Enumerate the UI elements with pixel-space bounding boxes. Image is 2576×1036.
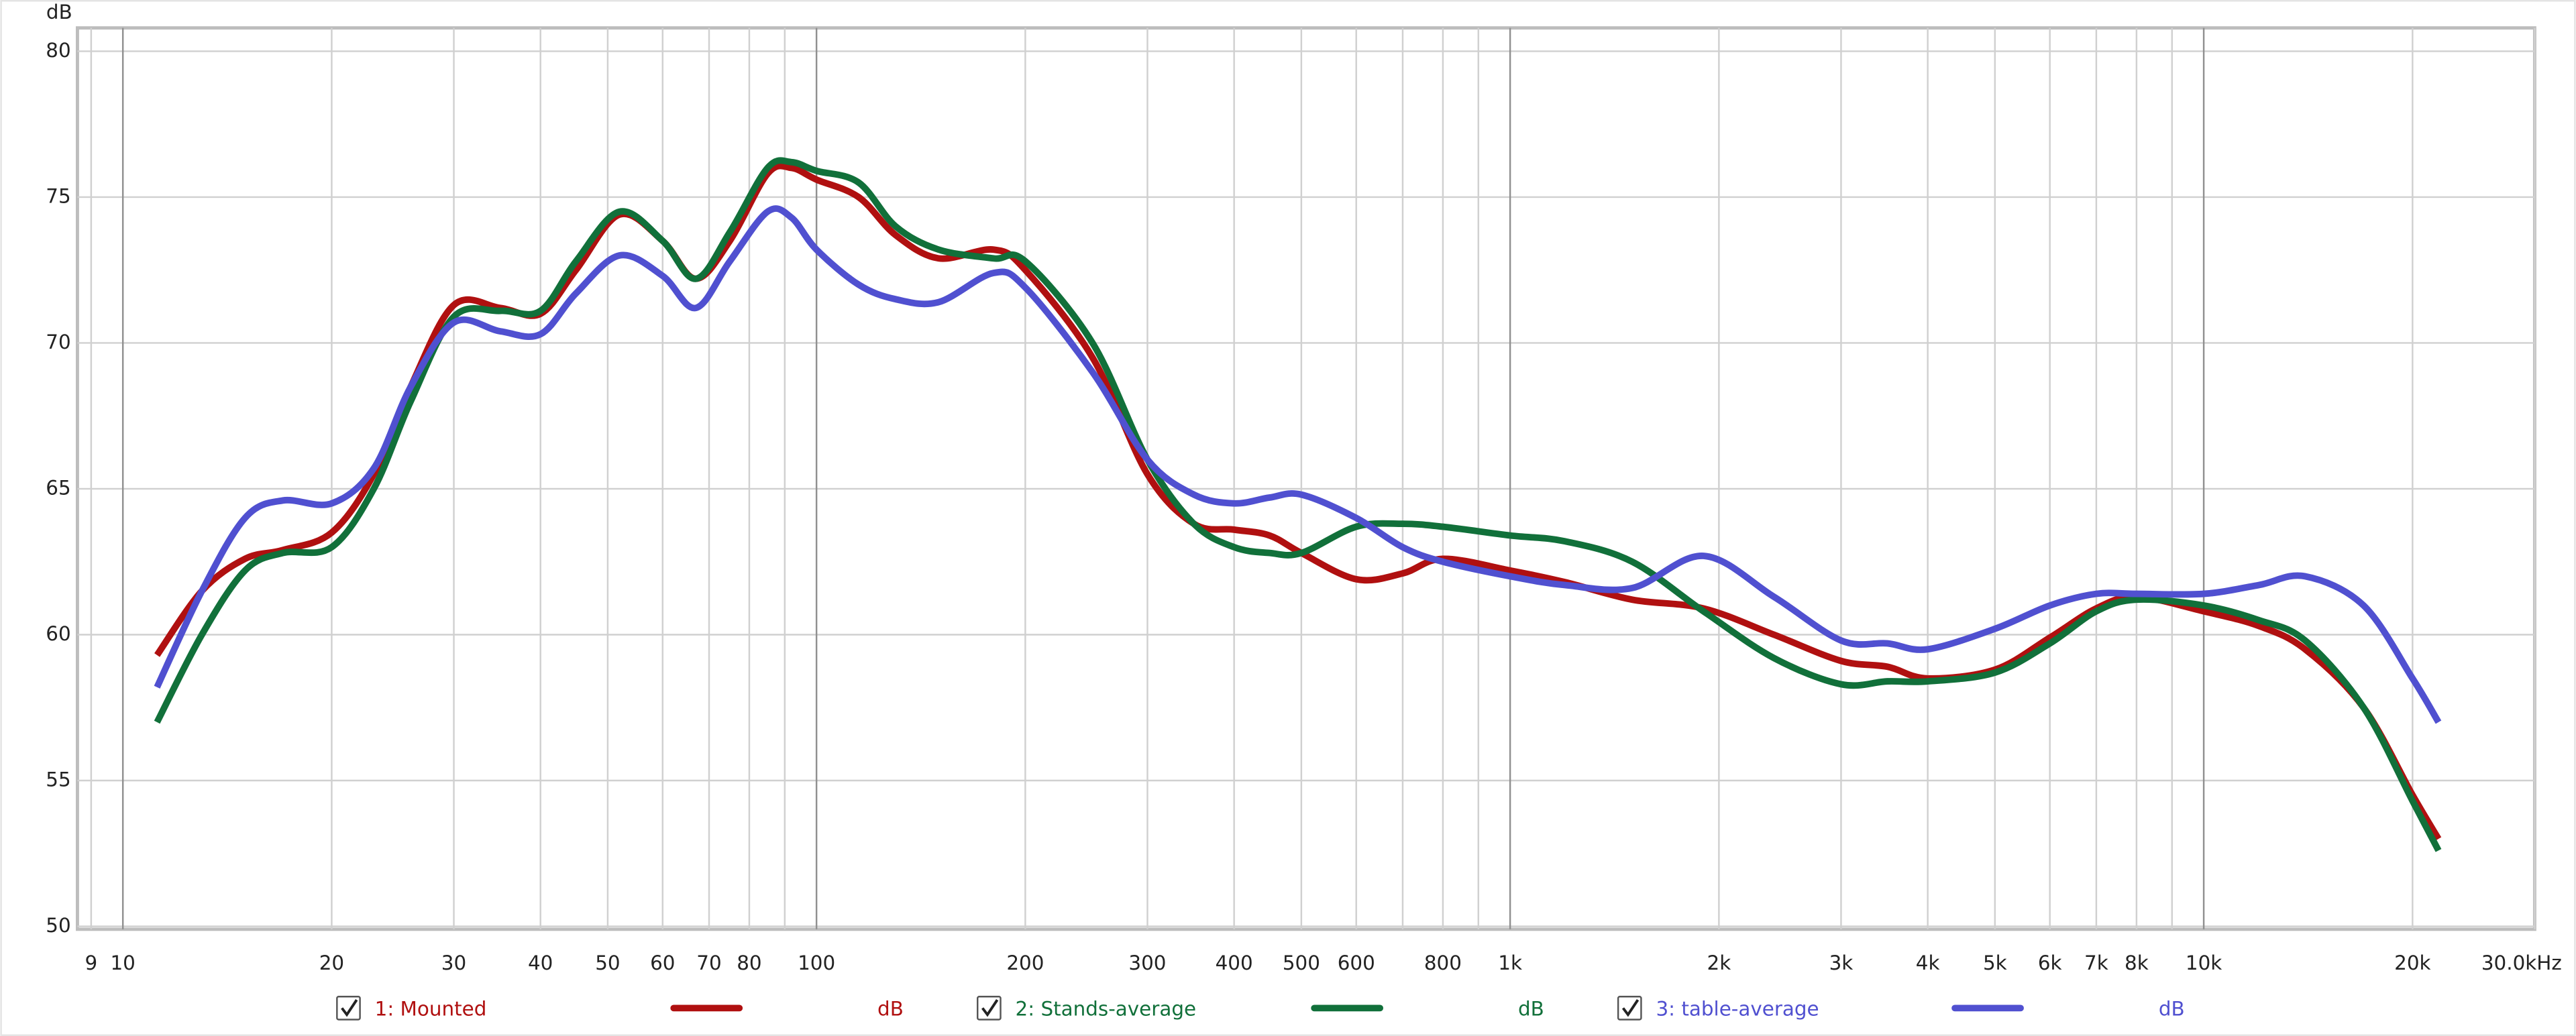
x-tick-label: 800 (1424, 952, 1462, 974)
x-tick-label: 200 (1006, 952, 1044, 974)
x-tick-label: 600 (1338, 952, 1375, 974)
x-tick-label: 4k (1916, 952, 1940, 974)
y-axis-label: dB (46, 1, 72, 23)
y-tick-label: 50 (46, 914, 70, 937)
x-tick-label: 6k (2038, 952, 2062, 974)
x-tick-label: 50 (595, 952, 620, 974)
legend-checkbox[interactable] (1617, 996, 1642, 1021)
legend-checkbox[interactable] (977, 996, 1002, 1021)
x-tick-label: 500 (1283, 952, 1320, 974)
legend-label: 1: Mounted (375, 997, 487, 1020)
legend-unit: dB (1518, 997, 1544, 1020)
x-tick-label: 9 (85, 952, 98, 974)
x-tick-label: 60 (650, 952, 675, 974)
x-tick-label: 80 (737, 952, 761, 974)
checkbox-tick (1621, 999, 1640, 1017)
x-tick-label: 400 (1216, 952, 1253, 974)
x-tick-label: 2k (1707, 952, 1731, 974)
legend-checkbox[interactable] (336, 996, 361, 1021)
x-tick-label: 20k (2394, 952, 2430, 974)
y-tick-label: 75 (46, 184, 70, 207)
x-tick-label: 20 (319, 952, 344, 974)
plot-lines (154, 157, 2442, 852)
x-tick-label: 30 (441, 952, 466, 974)
x-tick-label: 30.0kHz (2481, 952, 2562, 974)
x-tick-label: 300 (1128, 952, 1166, 974)
y-tick-label: 60 (46, 622, 70, 645)
x-tick-label: 3k (1829, 952, 1854, 974)
legend: 1: Mounted dB 2: Stands-average dB 3: table-… (336, 996, 2185, 1021)
legend-label: 3: table-average (1656, 997, 1819, 1020)
y-tick-label: 55 (46, 768, 70, 791)
series-line (154, 205, 2442, 724)
x-tick-label: 40 (528, 952, 553, 974)
checkbox-tick (981, 999, 999, 1017)
legend-unit: dB (877, 997, 904, 1020)
x-tick-label: 10 (110, 952, 135, 974)
x-tick-label: 100 (798, 952, 835, 974)
legend-label: 2: Stands-average (1016, 997, 1197, 1020)
x-tick-label: 7k (2084, 952, 2108, 974)
x-tick-label: 8k (2125, 952, 2149, 974)
x-tick-label: 70 (696, 952, 721, 974)
y-tick-label: 70 (46, 331, 70, 353)
x-tick-label: 10k (2186, 952, 2222, 974)
checkbox-tick (341, 999, 358, 1017)
y-tick-label: 65 (46, 476, 70, 499)
x-tick-label: 1k (1498, 952, 1522, 974)
y-tick-label: 80 (46, 39, 70, 62)
plot-frame (76, 26, 2536, 931)
axis-labels: 50 55 60 65 70 75 80 9 10 20 30 40 50 60 70 80 100 200 300… (46, 39, 2562, 974)
x-tick-label: 5k (1983, 952, 2007, 974)
legend-unit: dB (2159, 997, 2185, 1020)
